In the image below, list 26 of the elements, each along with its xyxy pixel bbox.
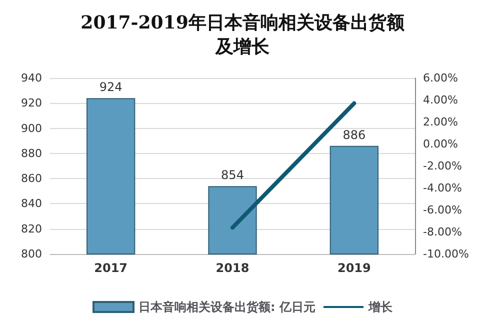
y2-tick-label: 2.00%	[423, 116, 458, 128]
y-tick-label: 800	[21, 248, 42, 260]
y2-tick-label: -2.00%	[423, 160, 462, 172]
y2-tick-label: 0.00%	[423, 138, 458, 150]
y-tick-label: 920	[21, 96, 42, 110]
y-tick-label: 880	[21, 146, 42, 160]
legend-label: 日本音响相关设备出货额: 亿日元	[138, 300, 316, 314]
y2-tick-label: -10.00%	[423, 248, 469, 260]
y-tick-label: 860	[21, 172, 42, 186]
y-tick-label: 840	[21, 197, 42, 210]
x-tick-label: 2017	[94, 261, 128, 275]
text: 924	[99, 80, 122, 94]
y-tick-label: 900	[21, 122, 42, 135]
chart-title: 2017-2019年日本音响相关设备出货额及增长	[80, 12, 406, 58]
text: 854	[221, 168, 244, 182]
y-tick-label: 820	[21, 222, 42, 236]
y-tick-label: 940	[21, 72, 42, 84]
y2-tick-label: 6.00%	[423, 72, 458, 84]
x-tick-label: 2019	[337, 261, 371, 275]
text: 886	[342, 128, 366, 142]
x-tick-label: 2018	[216, 261, 250, 275]
legend-label: 增长	[367, 300, 394, 314]
y2-tick-label: 4.00%	[423, 94, 458, 106]
y2-tick-label: -8.00%	[423, 226, 462, 238]
y2-tick-label: -4.00%	[423, 182, 462, 194]
y2-tick-label: -6.00%	[423, 204, 462, 216]
